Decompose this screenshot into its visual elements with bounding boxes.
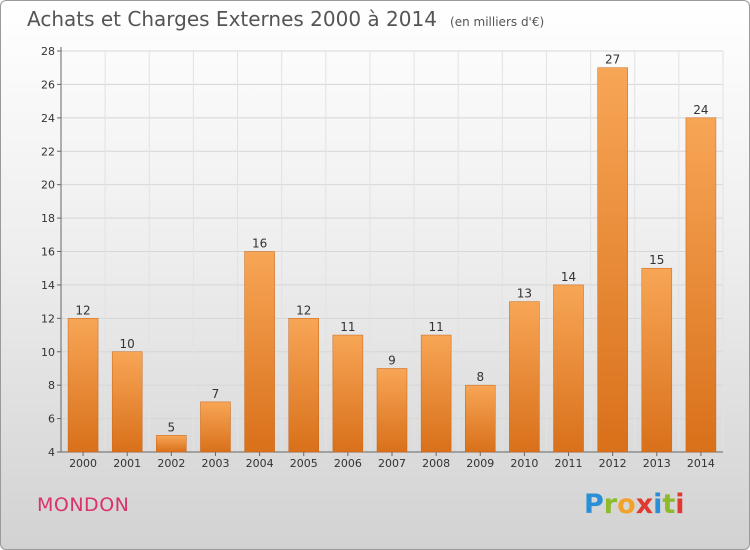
bar <box>420 334 452 453</box>
data-label: 10 <box>120 337 135 351</box>
y-axis: 4 6 8 10 12 14 16 18 20 22 24 26 28 <box>41 45 62 459</box>
bar <box>332 334 364 453</box>
data-label: 24 <box>693 103 708 117</box>
y-tick-label: 22 <box>41 145 55 158</box>
bar <box>641 267 673 453</box>
y-tick-label: 24 <box>41 112 55 125</box>
bar <box>685 117 717 453</box>
logo-letter: o <box>617 489 636 520</box>
y-tick-label: 20 <box>41 179 55 192</box>
x-tick-label: 2005 <box>290 457 318 470</box>
data-label: 9 <box>388 353 396 367</box>
x-tick-label: 2004 <box>246 457 274 470</box>
x-tick-label: 2008 <box>422 457 450 470</box>
data-label: 12 <box>75 303 90 317</box>
bar <box>553 284 584 453</box>
logo-letter: x <box>635 489 654 520</box>
logo-letter: i <box>675 489 685 520</box>
x-tick-label: 2009 <box>466 457 494 470</box>
logo-letter: P <box>584 489 604 520</box>
logo-letter: i <box>653 489 663 520</box>
data-label: 7 <box>212 387 220 401</box>
x-tick-label: 2011 <box>555 457 583 470</box>
bars: 12 10 5 7 16 12 11 9 11 8 13 14 27 15 24 <box>67 53 717 453</box>
data-label: 5 <box>168 420 176 434</box>
x-tick-label: 2012 <box>599 457 627 470</box>
data-label: 15 <box>649 253 664 267</box>
data-label: 11 <box>340 320 355 334</box>
logo-letter: t <box>662 489 676 520</box>
y-tick-label: 12 <box>41 312 55 325</box>
commune-name: MONDON <box>37 494 130 516</box>
chart-title-unit: (en milliers d'€) <box>450 15 545 29</box>
bar <box>465 384 496 453</box>
data-label: 14 <box>561 270 576 284</box>
bar <box>67 318 99 453</box>
chart-title-main: Achats et Charges Externes 2000 à 2014 <box>27 7 437 31</box>
x-tick-label: 2006 <box>334 457 362 470</box>
data-label: 13 <box>517 287 532 301</box>
y-tick-label: 10 <box>41 346 55 359</box>
x-tick-label: 2002 <box>157 457 185 470</box>
x-tick-label: 2010 <box>510 457 538 470</box>
bar <box>509 301 540 453</box>
y-tick-label: 8 <box>48 379 55 392</box>
data-label: 12 <box>296 303 311 317</box>
x-axis: 2000 2001 2002 2003 2004 2005 2006 2007 2008 2009… <box>61 451 723 470</box>
data-label: 27 <box>605 53 620 67</box>
y-tick-label: 4 <box>48 446 55 459</box>
bar <box>111 351 143 453</box>
data-label: 16 <box>252 237 267 251</box>
x-tick-label: 2003 <box>201 457 229 470</box>
bar <box>200 401 231 453</box>
chart-title: Achats et Charges Externes 2000 à 2014 (… <box>27 7 544 31</box>
x-tick-label: 2007 <box>378 457 406 470</box>
data-label: 8 <box>476 370 484 384</box>
data-label: 11 <box>428 320 443 334</box>
x-tick-label: 2001 <box>113 457 141 470</box>
y-tick-label: 18 <box>41 212 55 225</box>
proxiti-logo: Proxiti <box>584 489 685 520</box>
y-tick-label: 16 <box>41 246 55 259</box>
bar <box>288 318 319 453</box>
bar <box>156 435 187 453</box>
x-tick-label: 2014 <box>687 457 715 470</box>
y-tick-label: 6 <box>48 413 55 426</box>
y-tick-label: 14 <box>41 279 55 292</box>
y-tick-label: 26 <box>41 78 55 91</box>
bar <box>244 251 275 453</box>
x-tick-label: 2000 <box>69 457 97 470</box>
logo-letter: r <box>603 489 618 520</box>
bar <box>376 368 408 453</box>
bar <box>597 67 628 453</box>
x-tick-label: 2013 <box>643 457 671 470</box>
y-tick-label: 28 <box>41 45 55 58</box>
